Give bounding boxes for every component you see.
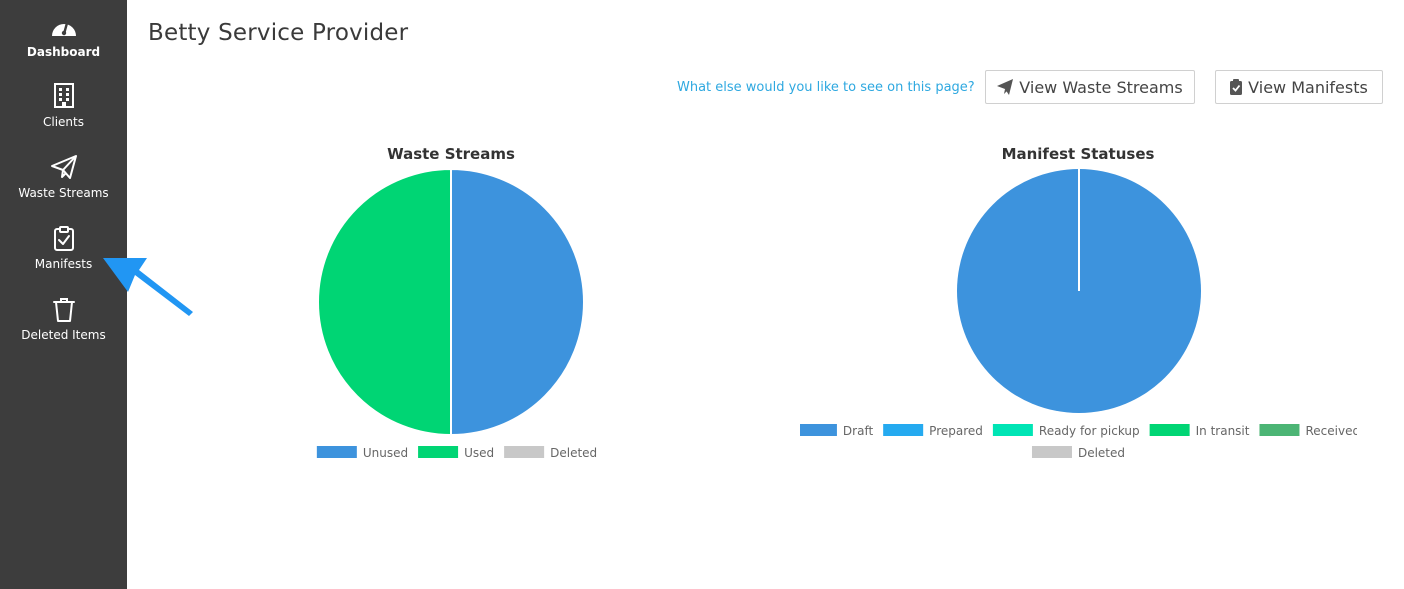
page-title: Betty Service Provider bbox=[148, 20, 409, 46]
sidebar-item-label: Dashboard bbox=[26, 45, 101, 59]
paper-plane-icon bbox=[997, 79, 1014, 95]
legend-label[interactable]: Deleted bbox=[550, 446, 597, 460]
legend-swatch[interactable] bbox=[316, 446, 357, 458]
annotation-arrow bbox=[103, 258, 193, 316]
legend-swatch[interactable] bbox=[883, 424, 924, 436]
legend-label[interactable]: In transit bbox=[1196, 424, 1250, 438]
view-waste-streams-label: View Waste Streams bbox=[1019, 77, 1183, 97]
view-manifests-label: View Manifests bbox=[1248, 77, 1368, 97]
sidebar-item-label: Clients bbox=[43, 115, 84, 129]
waste-streams-pie-chart: Unused Used Deleted bbox=[316, 167, 597, 460]
legend-swatch[interactable] bbox=[1031, 446, 1072, 458]
sidebar-item-dashboard[interactable]: Dashboard bbox=[0, 12, 127, 74]
sidebar-item-manifests[interactable]: Manifests bbox=[0, 225, 127, 287]
chart-title-waste-streams: Waste Streams bbox=[387, 145, 515, 163]
legend-label[interactable]: Used bbox=[464, 446, 494, 460]
clipboard-check-icon bbox=[1230, 79, 1243, 95]
legend-swatch[interactable] bbox=[504, 446, 545, 458]
legend-swatch[interactable] bbox=[1259, 424, 1300, 436]
legend-label[interactable]: Unused bbox=[363, 446, 408, 460]
sidebar-item-waste-streams[interactable]: Waste Streams bbox=[0, 154, 127, 216]
legend-label[interactable]: Draft bbox=[843, 424, 874, 438]
feedback-link[interactable]: What else would you like to see on this … bbox=[677, 80, 975, 95]
main-content: Betty Service Provider What else would y… bbox=[127, 0, 1404, 589]
sidebar-item-clients[interactable]: Clients bbox=[0, 83, 127, 145]
legend-swatch[interactable] bbox=[418, 446, 459, 458]
legend-label[interactable]: Deleted bbox=[1078, 446, 1125, 460]
sidebar: Dashboard Clients Waste Streams Manifest… bbox=[0, 0, 127, 589]
sidebar-item-label: Waste Streams bbox=[18, 186, 109, 200]
view-manifests-button[interactable]: View Manifests bbox=[1215, 70, 1383, 104]
legend-swatch[interactable] bbox=[800, 424, 837, 436]
pie-slice-unused[interactable] bbox=[450, 167, 585, 437]
legend-label[interactable]: Ready for pickup bbox=[1039, 424, 1140, 438]
sidebar-item-deleted-items[interactable]: Deleted Items bbox=[0, 296, 127, 358]
legend-swatch[interactable] bbox=[992, 424, 1033, 436]
sidebar-item-label: Manifests bbox=[34, 257, 93, 271]
view-waste-streams-button[interactable]: View Waste Streams bbox=[985, 70, 1195, 104]
building-icon bbox=[53, 83, 74, 108]
legend-swatch[interactable] bbox=[1149, 424, 1190, 436]
trash-icon bbox=[52, 298, 75, 322]
dashboard-icon bbox=[51, 21, 76, 36]
manifest-statuses-pie-chart: Draft Prepared Ready for pickup In transit R… bbox=[800, 169, 1357, 460]
clipboard-check-icon bbox=[53, 226, 74, 251]
legend-label[interactable]: Prepared bbox=[929, 424, 983, 438]
paper-plane-icon bbox=[50, 155, 77, 179]
pie-slice-used[interactable] bbox=[317, 167, 452, 437]
sidebar-item-label: Deleted Items bbox=[21, 328, 106, 342]
legend-label[interactable]: Received bbox=[1305, 424, 1357, 438]
chart-title-manifest-statuses: Manifest Statuses bbox=[1001, 145, 1155, 163]
